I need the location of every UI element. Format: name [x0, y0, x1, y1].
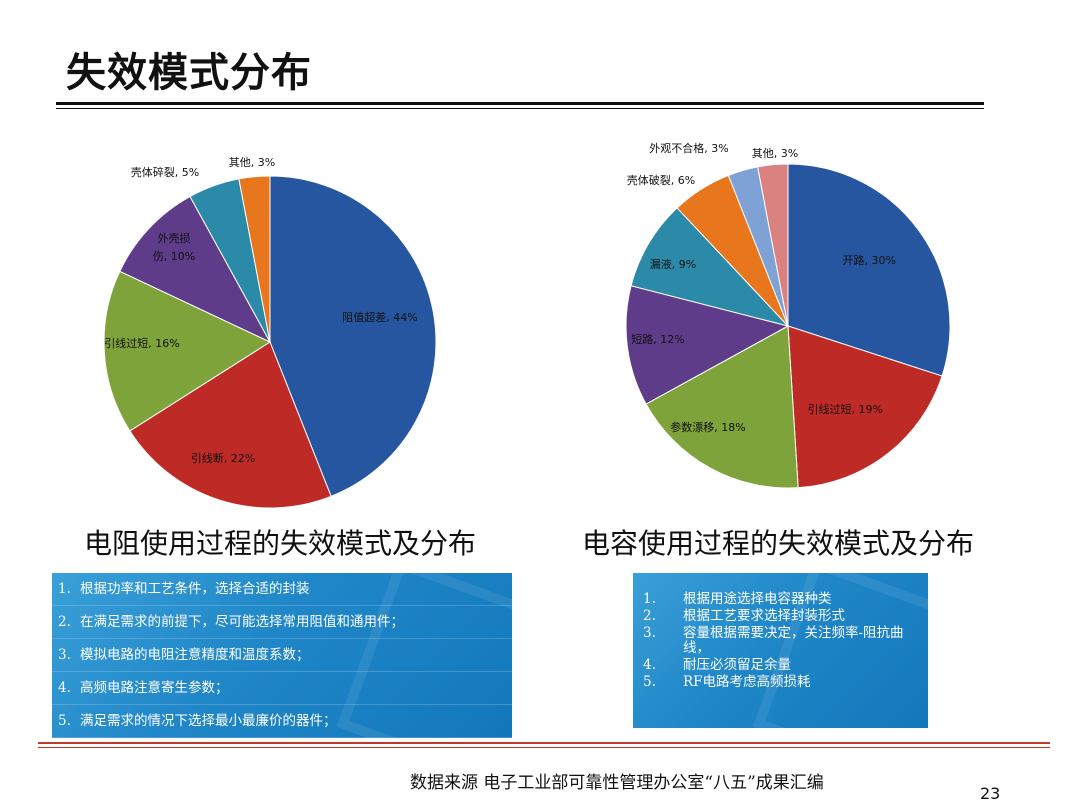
pie-slice [645, 325, 799, 489]
note-text: 根据功率和工艺条件，选择合适的封装 [80, 580, 310, 597]
page-title: 失效模式分布 [66, 50, 312, 96]
pie-slice [787, 163, 951, 377]
resistor-chart-caption: 电阻使用过程的失效模式及分布 [84, 527, 477, 560]
pie-slice [625, 285, 790, 405]
note-text: 高频电路注意寄生参数； [80, 679, 229, 696]
resistor-selection-notes: 1. 根据功率和工艺条件，选择合适的封装 2. 在满足需求的前提下，尽可能选择常用阻值… [52, 573, 512, 738]
note-text: 容量根据需要决定，关注频率-阻抗曲线， [683, 625, 904, 656]
note-item: 1. 根据功率和工艺条件，选择合适的封装 [52, 573, 512, 606]
pie-slice [119, 195, 272, 344]
note-number: 5. [58, 712, 71, 729]
footer-rule-thin [38, 747, 1050, 748]
note-number: 3. [643, 625, 656, 641]
pie-slice [238, 175, 271, 343]
note-item: 2. 根据工艺要求选择封装形式 [633, 608, 928, 625]
note-number: 4. [643, 657, 656, 673]
capacitor-selection-notes: 1. 根据用途选择电容器种类 2. 根据工艺要求选择封装形式 3. 容量根据需要决定，关注… [633, 573, 928, 728]
note-number: 1. [643, 591, 656, 607]
slice-label: 参数漂移, 18% [670, 420, 745, 434]
note-item: 3. 模拟电路的电阻注意精度和温度系数； [52, 639, 512, 672]
note-text: 耐压必须留足余量 [683, 657, 791, 673]
pie-slice [129, 341, 332, 509]
slice-label: 阻值超差, 44% [342, 310, 417, 324]
note-text: 根据用途选择电容器种类 [683, 591, 832, 607]
note-item: 1. 根据用途选择电容器种类 [633, 591, 928, 608]
note-text: RF电路考虑高频损耗 [683, 674, 811, 690]
capacitor-failure-pie-chart: 开路, 30% 引线过短, 19% 参数漂移, 18% 短路, 12% 漏液, 9% 壳体… [625, 141, 951, 489]
pie-slice [630, 207, 790, 327]
note-text: 在满足需求的前提下，尽可能选择常用阻值和通用件； [80, 613, 404, 630]
note-item: 5. RF电路考虑高频损耗 [633, 674, 928, 691]
note-item: 4. 高频电路注意寄生参数； [52, 672, 512, 705]
pie-slice [269, 175, 437, 497]
slice-label: 引线过短, 16% [104, 336, 179, 350]
resistor-failure-pie-chart: 阻值超差, 44% 引线断, 22% 引线过短, 16% 外壳损伤, 10% 壳体碎裂,… [103, 156, 437, 509]
slice-label: 其他, 3% [229, 156, 275, 169]
slice-label: 壳体碎裂, 5% [131, 165, 199, 179]
pie-slice [787, 325, 943, 489]
note-text: 满足需求的情况下选择最小最廉价的器件； [80, 712, 337, 729]
pie-slice [757, 163, 789, 327]
slice-label: 短路, 12% [631, 332, 684, 346]
slice-label: 开路, 30% [843, 254, 896, 267]
slice-label: 漏液, 9% [650, 257, 696, 271]
note-text: 根据工艺要求选择封装形式 [683, 608, 845, 624]
note-item: 5. 满足需求的情况下选择最小最廉价的器件； [52, 705, 512, 738]
note-number: 2. [643, 608, 656, 624]
data-source-note: 数据来源 电子工业部可靠性管理办公室“八五”成果汇编 [410, 773, 824, 793]
note-text: 模拟电路的电阻注意精度和温度系数； [80, 646, 310, 663]
footer-rule [38, 742, 1050, 744]
note-item: 2. 在满足需求的前提下，尽可能选择常用阻值和通用件； [52, 606, 512, 639]
note-item: 3. 容量根据需要决定，关注频率-阻抗曲线， [633, 625, 928, 657]
title-underline [56, 102, 984, 105]
slice-label: 壳体破裂, 6% [627, 173, 695, 187]
note-number: 5. [643, 674, 656, 690]
slice-label: 其他, 3% [752, 147, 798, 160]
title-underline-thin [56, 108, 984, 109]
capacitor-chart-caption: 电容使用过程的失效模式及分布 [582, 527, 975, 560]
note-number: 4. [58, 679, 71, 696]
slice-label: 引线断, 22% [191, 451, 255, 465]
note-number: 2. [58, 613, 71, 630]
note-item: 4. 耐压必须留足余量 [633, 657, 928, 674]
pie-slice [103, 270, 272, 432]
note-number: 1. [58, 580, 71, 597]
page-number: 23 [980, 784, 1001, 803]
slice-label: 引线过短, 19% [808, 402, 883, 416]
note-number: 3. [58, 646, 71, 663]
slice-label: 外观不合格, 3% [649, 141, 728, 155]
slice-label: 外壳损伤, 10% [153, 231, 195, 263]
